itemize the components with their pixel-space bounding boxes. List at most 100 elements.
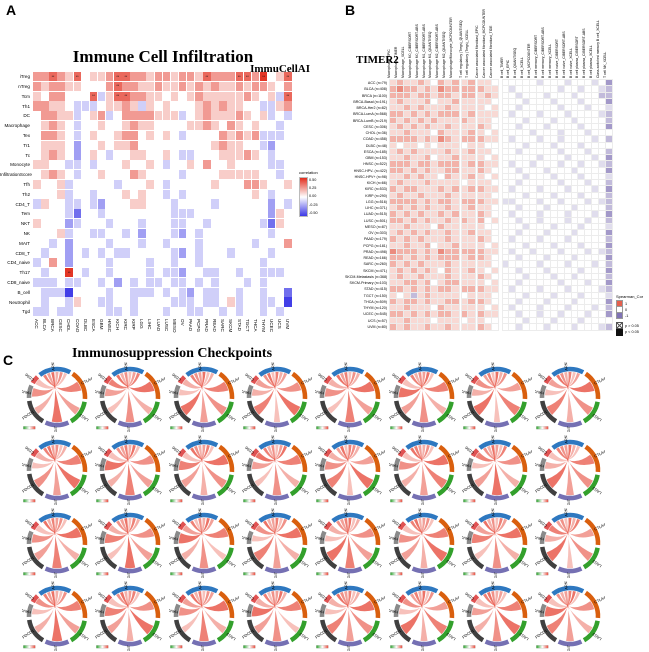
heatmap-cell [598, 116, 607, 125]
heatmap-cell [89, 179, 98, 190]
heatmap-cell [483, 272, 493, 281]
heatmap-cell [501, 247, 511, 256]
heatmap-cell [416, 316, 426, 325]
sector-label: ARNTL2 [343, 435, 349, 444]
heatmap-cell [591, 197, 600, 206]
heatmap-cell [604, 79, 614, 87]
sector-arc [44, 493, 70, 501]
heatmap-cell [276, 307, 284, 317]
sector-label: TIGIT [493, 644, 498, 651]
heatmap-cell [122, 189, 130, 199]
sector-label: ARNTL2 [343, 581, 349, 590]
sector-label: CD96 [464, 445, 475, 455]
heatmap-cell [604, 172, 614, 181]
heatmap-cell [501, 154, 511, 162]
sector-arc [584, 444, 601, 473]
sector-label: PDCD1 [95, 555, 108, 567]
heatmap-cell [549, 266, 559, 275]
sector-label: HAVCR2 [462, 461, 472, 469]
heatmap-cell [57, 199, 65, 209]
heatmap-cell [577, 147, 586, 156]
heatmap-cell [437, 266, 446, 275]
heatmap-cell [276, 81, 284, 92]
heatmap-cell [604, 91, 614, 100]
heatmap-cell [219, 238, 227, 248]
heatmap-cell [570, 266, 580, 275]
heatmap-cell [33, 111, 41, 121]
heatmap-cell [284, 258, 292, 268]
heatmap-cell [430, 197, 439, 206]
heatmap-cell [444, 297, 453, 306]
heatmap-cell [243, 130, 252, 141]
sector-arc [393, 400, 411, 424]
heatmap-cell [542, 79, 552, 87]
heatmap-cell [598, 179, 607, 187]
heatmap-cell [490, 254, 500, 262]
heatmap-cell [416, 241, 426, 250]
sector-label: ARNTL2 [489, 362, 495, 371]
sector-label: PDCD1 [169, 409, 182, 421]
sector-arc [217, 444, 234, 473]
correlation-scale [243, 572, 256, 576]
heatmap-cell [219, 297, 227, 307]
heatmap-cell [122, 258, 130, 268]
heatmap-cell [501, 241, 511, 250]
heatmap-cell [430, 247, 439, 256]
sector-arc [393, 546, 411, 570]
heatmap-cell [467, 104, 476, 112]
heatmap-cell [416, 260, 426, 269]
heatmap-cell [501, 297, 511, 306]
row-label: InfiltrationScore [0, 172, 32, 178]
sector-arc [557, 566, 583, 574]
heatmap-cell [549, 222, 559, 231]
heatmap-cell [49, 101, 57, 111]
heatmap-cell: ** [114, 81, 122, 92]
heatmap-cell [105, 228, 114, 239]
sector-arc [397, 375, 406, 385]
sector-arc [584, 590, 601, 619]
sector-label: TIGIT [53, 425, 58, 432]
chord [193, 518, 226, 560]
heatmap-cell [81, 121, 90, 131]
row-label: Tfh [23, 182, 30, 187]
heatmap-cell [430, 291, 439, 300]
heatmap-cell [195, 170, 203, 180]
sector-label: ARNTL2 [196, 581, 202, 590]
heatmap-cell [556, 104, 566, 112]
heatmap-cell [604, 191, 614, 200]
heatmap-cell [423, 110, 433, 119]
heatmap-cell [146, 72, 154, 82]
sector-arc [38, 585, 72, 596]
sector-label: LAG3 [78, 413, 89, 423]
sector-label: CD96 [390, 445, 401, 455]
chord [398, 517, 430, 543]
heatmap-cell [138, 121, 146, 131]
heatmap-cell [235, 248, 244, 258]
heatmap-cell [604, 135, 614, 144]
heatmap-cell [529, 116, 538, 125]
sector-label: LAG3 [225, 486, 236, 496]
heatmap-cell [490, 104, 500, 112]
sector-label: HAVCR2 [389, 534, 399, 542]
heatmap-cell [243, 268, 252, 278]
heatmap-cell [267, 101, 276, 111]
heatmap-cell [276, 248, 284, 258]
heatmap-cell [162, 179, 171, 190]
heatmap-cell [81, 111, 90, 121]
heatmap-cell [162, 140, 171, 150]
heatmap-cell [409, 310, 419, 319]
heatmap-cell [604, 266, 614, 275]
heatmap-cell [549, 185, 559, 194]
heatmap-cell [105, 121, 114, 131]
sector-arc [216, 474, 234, 497]
heatmap-cell [97, 228, 106, 239]
row-label: Tem [21, 211, 30, 217]
heatmap-cell [490, 91, 500, 100]
heatmap-cell [556, 141, 566, 150]
heatmap-cell [235, 238, 244, 248]
heatmap-cell [251, 228, 260, 239]
heatmap-cell [276, 189, 284, 199]
heatmap-cell [570, 104, 580, 112]
heatmap-cell [186, 268, 195, 278]
